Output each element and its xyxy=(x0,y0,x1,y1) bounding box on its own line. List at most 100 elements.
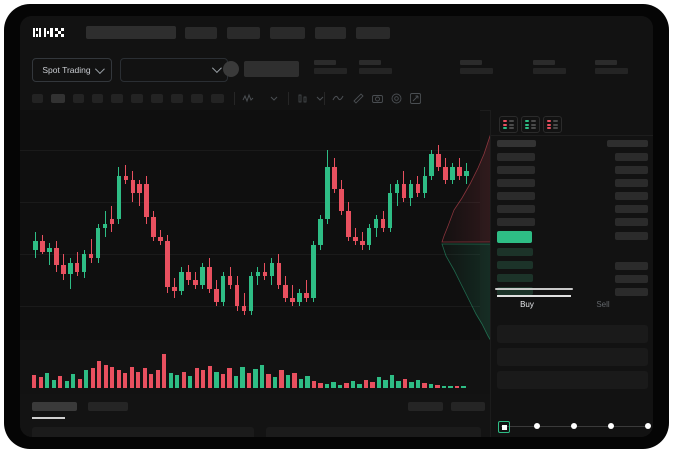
orders-panel xyxy=(20,394,490,437)
active-tab-underline xyxy=(497,295,571,297)
toolbar-divider xyxy=(234,92,235,105)
volume-bar xyxy=(376,377,382,388)
volume-bar xyxy=(383,379,388,388)
line-tool-icon[interactable] xyxy=(332,92,345,105)
orderbook-bid-row[interactable] xyxy=(497,274,533,282)
timeframe-button-1[interactable] xyxy=(32,94,43,103)
volume-bar xyxy=(97,361,102,388)
timeframe-button-7[interactable] xyxy=(151,94,163,103)
tab-sell[interactable]: Sell xyxy=(596,300,610,309)
volume-bar xyxy=(396,380,401,388)
orderbook-last-price-row[interactable] xyxy=(497,231,532,243)
orderbook-ask-row[interactable] xyxy=(497,205,535,213)
market-stat-value xyxy=(533,68,566,74)
ruler-tool-icon[interactable] xyxy=(352,92,365,105)
amount-slider-step[interactable] xyxy=(571,423,577,429)
order-form-field-price[interactable] xyxy=(497,325,648,343)
orderbook-ask-row[interactable] xyxy=(497,153,535,161)
orderbook-ask-row[interactable] xyxy=(497,218,535,226)
orderbook-ask-size xyxy=(615,218,648,226)
orderbook-bid-size xyxy=(615,288,648,296)
orderbook-bid-row[interactable] xyxy=(497,261,533,269)
volume-bar xyxy=(448,386,453,388)
orders-action-2[interactable] xyxy=(451,402,485,411)
orderbook-ask-size xyxy=(615,153,648,161)
volume-bar xyxy=(422,383,427,388)
orderbook-ask-row[interactable] xyxy=(497,166,535,174)
volume-bar xyxy=(454,385,460,388)
timeframe-button-2[interactable] xyxy=(51,94,65,103)
amount-slider-step[interactable] xyxy=(534,423,540,429)
timeframe-button-6[interactable] xyxy=(131,94,143,103)
market-stat-label xyxy=(460,60,482,65)
volume-bar xyxy=(389,375,395,388)
volume-bar xyxy=(207,365,212,388)
timeframe-button-4[interactable] xyxy=(92,94,103,103)
indicator-wave-icon[interactable] xyxy=(242,92,255,105)
volume-chart xyxy=(20,346,480,388)
volume-bar xyxy=(461,386,466,388)
orderbook-mode-bids-icon[interactable] xyxy=(521,116,540,133)
fullscreen-icon[interactable] xyxy=(409,92,422,105)
trading-pair-select[interactable] xyxy=(120,58,228,82)
volume-bar xyxy=(227,368,232,388)
volume-bar xyxy=(220,373,225,388)
toolbar-divider xyxy=(324,92,325,105)
nav-item-1[interactable] xyxy=(185,27,217,39)
amount-slider-handle[interactable] xyxy=(498,421,510,433)
order-form-field-amount[interactable] xyxy=(497,348,648,366)
volume-bar xyxy=(370,382,375,388)
volume-bar xyxy=(32,375,37,388)
volume-bar xyxy=(311,380,317,388)
tab-buy[interactable]: Buy xyxy=(520,300,534,309)
device-frame: Spot Trading xyxy=(4,4,669,449)
orderbook-mode-asks-icon[interactable] xyxy=(543,116,562,133)
volume-bar xyxy=(337,385,343,388)
orderbook-divider xyxy=(491,135,653,136)
orders-tab-open[interactable] xyxy=(32,402,77,411)
volume-bar xyxy=(441,385,447,388)
okx-logo-icon[interactable] xyxy=(32,26,76,40)
candle-type-icon[interactable] xyxy=(296,92,309,105)
timeframe-button-8[interactable] xyxy=(171,94,183,103)
orderbook-scrollbar[interactable] xyxy=(495,288,573,290)
orderbook-bid-row[interactable] xyxy=(497,248,533,256)
orders-action-1[interactable] xyxy=(408,402,443,411)
orderbook-ask-row[interactable] xyxy=(497,192,535,200)
volume-bar xyxy=(123,372,128,388)
market-type-selector[interactable]: Spot Trading xyxy=(32,58,112,82)
orderbook-bid-row[interactable] xyxy=(497,287,533,295)
volume-bar xyxy=(149,373,154,388)
chart-gridline xyxy=(20,202,480,203)
volume-bar xyxy=(363,379,369,388)
nav-item-2[interactable] xyxy=(227,27,260,39)
settings-gear-icon[interactable] xyxy=(390,92,403,105)
amount-slider-step[interactable] xyxy=(608,423,614,429)
timeframe-button-10[interactable] xyxy=(211,94,224,103)
volume-bar xyxy=(84,370,89,388)
volume-bar xyxy=(77,378,82,388)
global-search-input[interactable] xyxy=(86,26,176,39)
timeframe-button-9[interactable] xyxy=(191,94,203,103)
order-form-field-total[interactable] xyxy=(497,371,648,389)
volume-bar xyxy=(435,385,440,388)
orders-tab-history[interactable] xyxy=(88,402,128,411)
volume-bar xyxy=(188,376,193,388)
nav-item-4[interactable] xyxy=(315,27,346,39)
orderbook-ask-size xyxy=(615,205,648,213)
nav-item-3[interactable] xyxy=(270,27,305,39)
volume-bar xyxy=(129,366,134,388)
candle-type-chevron-icon[interactable] xyxy=(314,92,327,105)
market-sub-header: Spot Trading xyxy=(20,50,653,88)
indicator-dropdown-chevron-icon[interactable] xyxy=(268,92,281,105)
coin-avatar-icon xyxy=(223,61,239,77)
price-chart[interactable] xyxy=(20,110,480,340)
orderbook-ask-row[interactable] xyxy=(497,179,535,187)
amount-slider-step[interactable] xyxy=(645,423,651,429)
nav-item-5[interactable] xyxy=(356,27,390,39)
market-stat xyxy=(533,60,566,74)
timeframe-button-5[interactable] xyxy=(111,94,123,103)
orderbook-mode-both-icon[interactable] xyxy=(499,116,518,133)
timeframe-button-3[interactable] xyxy=(73,94,84,103)
camera-icon[interactable] xyxy=(371,92,384,105)
